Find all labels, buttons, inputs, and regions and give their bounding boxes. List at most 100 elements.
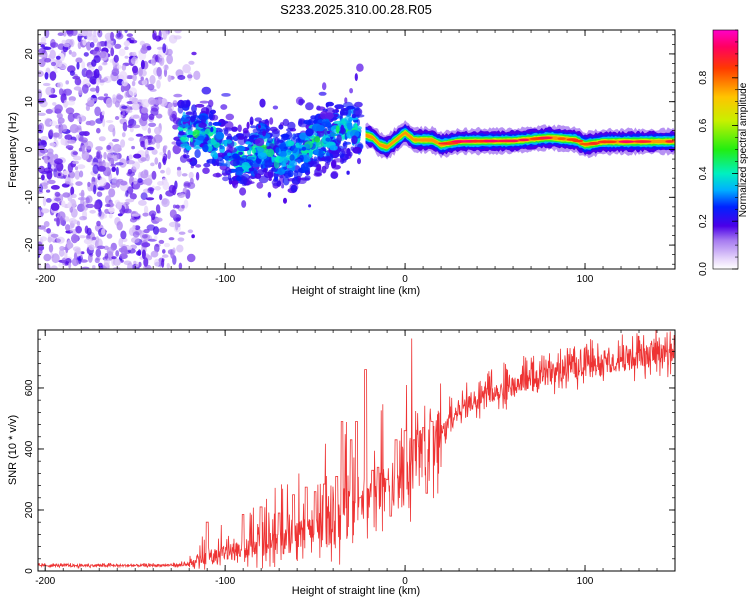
- noise-blob: [82, 131, 90, 137]
- transition-blob: [291, 145, 298, 154]
- noise-blob: [142, 212, 149, 217]
- noise-blob: [112, 152, 120, 162]
- noise-blob: [154, 126, 162, 135]
- noise-blob: [141, 242, 151, 248]
- colorbar: 0.0 0.2 0.4 0.6 0.8 Normalized spectral ampl…: [698, 29, 749, 276]
- noise-blob: [69, 227, 73, 233]
- noise-blob: [98, 208, 102, 217]
- noise-blob: [154, 235, 158, 241]
- noise-blob: [83, 52, 89, 57]
- noise-blob: [52, 143, 57, 148]
- noise-blob: [115, 166, 119, 176]
- transition-blob: [357, 158, 361, 165]
- noise-blob: [141, 107, 149, 114]
- noise-blob: [156, 210, 161, 214]
- noise-blob: [146, 146, 155, 151]
- noise-blob: [68, 49, 72, 55]
- noise-blob: [151, 57, 155, 66]
- noise-blob: [143, 257, 149, 267]
- noise-blob: [71, 51, 77, 58]
- noise-blob: [79, 216, 88, 221]
- noise-blob: [141, 234, 148, 239]
- colorbar-tick-label: 0.2: [698, 214, 709, 228]
- noise-blob: [103, 151, 107, 160]
- transition-blob: [225, 166, 231, 176]
- transition-blob: [263, 167, 268, 173]
- noise-blob: [167, 107, 173, 117]
- noise-blob: [112, 138, 120, 142]
- noise-blob: [78, 147, 83, 152]
- noise-blob: [172, 99, 178, 104]
- transition-blob: [269, 126, 278, 132]
- noise-blob: [116, 94, 124, 100]
- noise-blob: [76, 62, 80, 70]
- noise-blob: [55, 55, 61, 60]
- snr-line: [38, 330, 675, 570]
- transition-blob: [274, 136, 280, 145]
- noise-blob: [126, 171, 135, 177]
- noise-blob: [41, 184, 48, 190]
- transition-blob: [254, 137, 265, 147]
- transition-blob: [201, 86, 212, 95]
- transition-blob: [297, 158, 301, 164]
- noise-blob: [94, 106, 101, 117]
- noise-blob: [178, 262, 183, 269]
- transition-blob: [277, 168, 286, 175]
- noise-blob: [39, 236, 48, 242]
- transition-blob: [278, 139, 284, 143]
- noise-blob: [116, 30, 121, 38]
- noise-blob: [106, 233, 113, 239]
- noise-blob: [121, 79, 128, 87]
- noise-blob: [85, 69, 93, 79]
- transition-blob: [351, 113, 357, 119]
- noise-blob: [186, 253, 196, 263]
- noise-blob: [131, 102, 140, 111]
- transition-blob: [236, 176, 242, 182]
- noise-blob: [63, 88, 72, 96]
- noise-blob: [38, 112, 46, 116]
- snr-y-axis-label: SNR (10 * v/v): [7, 415, 19, 485]
- x-tick-label: -100: [215, 274, 235, 285]
- y-tick-label: 600: [24, 379, 35, 396]
- transition-blob: [203, 162, 211, 168]
- noise-blob: [49, 156, 56, 166]
- y-tick-label: 0: [24, 568, 35, 574]
- noise-blob: [169, 209, 177, 218]
- noise-blob: [65, 224, 71, 231]
- transition-blob: [336, 134, 342, 143]
- transition-blob: [346, 170, 350, 175]
- transition-blob: [301, 146, 307, 151]
- noise-blob: [38, 208, 41, 219]
- noise-blob: [95, 248, 102, 258]
- noise-blob: [163, 145, 168, 150]
- transition-blob: [258, 175, 269, 184]
- carrier-peak: [518, 138, 530, 142]
- noise-blob: [119, 114, 124, 118]
- transition-blob: [283, 197, 287, 204]
- noise-blob: [150, 99, 157, 105]
- noise-blob: [74, 77, 82, 86]
- noise-blob: [182, 64, 191, 74]
- noise-blob: [97, 30, 103, 38]
- noise-blob: [135, 133, 144, 137]
- carrier-peak: [603, 140, 617, 144]
- noise-blob: [134, 225, 141, 231]
- noise-blob: [99, 51, 107, 59]
- noise-blob: [48, 243, 54, 253]
- transition-blob: [200, 116, 210, 120]
- transition-blob: [219, 145, 225, 150]
- transition-blob: [264, 159, 273, 169]
- noise-blob: [89, 41, 95, 48]
- noise-blob: [121, 105, 128, 110]
- colorbar-gradient: [713, 30, 738, 269]
- noise-blob: [106, 40, 114, 49]
- transition-blob: [279, 150, 287, 158]
- transition-blob: [340, 124, 345, 134]
- noise-blob: [78, 255, 82, 265]
- noise-blob: [177, 193, 185, 199]
- transition-blob: [194, 149, 201, 159]
- transition-blob: [205, 108, 210, 115]
- colorbar-ticks: 0.0 0.2 0.4 0.6 0.8: [698, 29, 738, 276]
- snr-chart: -200 -100 0 100 0 200 400 600 Height of straig…: [7, 329, 676, 597]
- noise-blob: [137, 178, 143, 183]
